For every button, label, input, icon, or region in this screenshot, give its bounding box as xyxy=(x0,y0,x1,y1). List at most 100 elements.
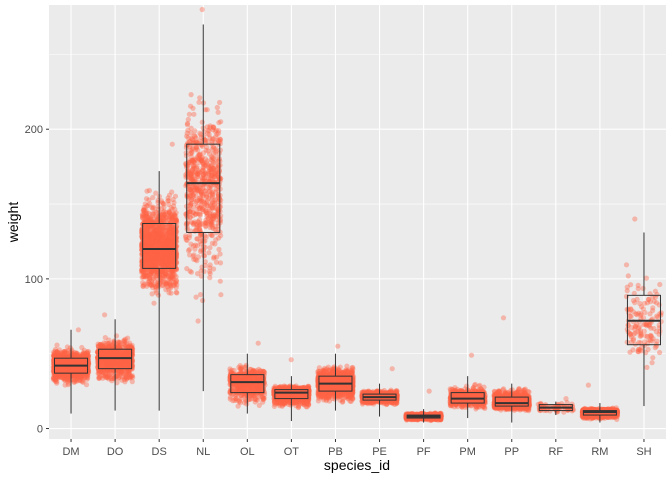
data-point xyxy=(209,232,215,238)
data-point xyxy=(73,359,80,365)
data-point xyxy=(76,357,82,363)
data-point xyxy=(217,99,223,106)
data-point xyxy=(148,235,155,241)
data-point xyxy=(214,254,220,260)
data-point xyxy=(187,246,193,252)
data-point xyxy=(81,368,87,374)
data-point xyxy=(169,141,175,147)
data-point xyxy=(188,269,194,275)
data-point xyxy=(248,375,254,381)
data-point xyxy=(211,213,217,219)
data-point xyxy=(82,358,88,365)
data-point xyxy=(140,283,146,290)
data-point xyxy=(195,271,201,277)
data-point xyxy=(209,194,216,200)
data-point xyxy=(118,370,124,377)
data-point xyxy=(190,213,196,219)
data-point xyxy=(62,373,68,379)
data-point xyxy=(218,197,224,203)
data-point xyxy=(186,159,192,165)
data-point xyxy=(194,243,200,249)
data-point xyxy=(186,111,192,117)
data-point xyxy=(147,272,153,278)
data-point xyxy=(173,280,179,286)
data-point xyxy=(208,163,214,169)
data-point xyxy=(189,188,195,194)
data-point xyxy=(80,367,86,373)
data-point xyxy=(195,254,202,260)
data-point xyxy=(95,341,101,347)
data-point xyxy=(194,171,200,177)
data-point xyxy=(216,246,222,252)
data-point xyxy=(64,359,70,365)
data-point xyxy=(84,376,90,382)
data-point xyxy=(146,187,152,194)
data-point xyxy=(70,373,76,379)
data-point xyxy=(62,371,68,377)
data-point xyxy=(155,292,162,298)
data-point xyxy=(208,172,214,178)
data-point xyxy=(240,385,246,391)
data-point xyxy=(81,359,87,365)
data-point xyxy=(209,158,215,164)
data-point xyxy=(69,372,75,378)
data-point xyxy=(105,351,111,357)
data-point xyxy=(80,357,86,364)
grid-minor xyxy=(49,54,666,354)
data-point xyxy=(106,374,112,380)
data-point xyxy=(67,366,73,372)
data-point xyxy=(57,351,63,357)
data-point xyxy=(76,360,82,366)
data-point xyxy=(183,150,189,156)
data-point xyxy=(146,230,152,236)
data-point xyxy=(200,206,206,212)
data-point xyxy=(260,394,266,401)
data-point xyxy=(214,167,220,173)
data-point xyxy=(77,357,83,364)
data-point xyxy=(217,138,223,144)
data-point xyxy=(79,367,85,373)
data-point xyxy=(215,109,221,115)
data-point xyxy=(184,237,190,243)
data-point xyxy=(195,147,201,153)
data-point xyxy=(208,220,214,226)
data-point xyxy=(59,367,65,373)
data-point xyxy=(211,145,217,151)
data-point xyxy=(241,393,248,399)
data-point xyxy=(145,221,151,228)
data-point xyxy=(79,357,85,363)
data-point xyxy=(204,144,210,150)
data-point xyxy=(74,375,80,381)
data-point xyxy=(66,360,72,366)
data-point xyxy=(65,358,71,364)
data-point xyxy=(54,374,61,380)
data-point xyxy=(245,384,251,390)
data-point xyxy=(83,365,89,372)
data-point xyxy=(169,189,175,195)
data-point xyxy=(68,365,74,371)
data-point xyxy=(169,251,176,257)
data-point xyxy=(194,154,200,160)
data-point xyxy=(158,249,164,255)
data-point xyxy=(54,358,60,364)
data-point xyxy=(150,284,156,291)
data-point xyxy=(193,227,199,233)
data-point xyxy=(206,250,212,256)
data-point xyxy=(71,379,77,385)
data-point xyxy=(97,359,103,365)
data-point xyxy=(81,359,87,366)
data-point xyxy=(190,166,196,172)
data-point xyxy=(145,202,151,209)
data-point xyxy=(197,292,204,298)
data-point xyxy=(162,221,168,227)
data-point xyxy=(251,384,257,390)
data-point xyxy=(183,211,189,217)
data-point xyxy=(71,350,77,356)
data-point xyxy=(161,201,167,207)
data-point xyxy=(125,335,131,341)
data-point xyxy=(232,397,238,403)
data-point xyxy=(184,122,190,128)
data-point xyxy=(149,278,155,284)
data-point xyxy=(173,214,179,220)
